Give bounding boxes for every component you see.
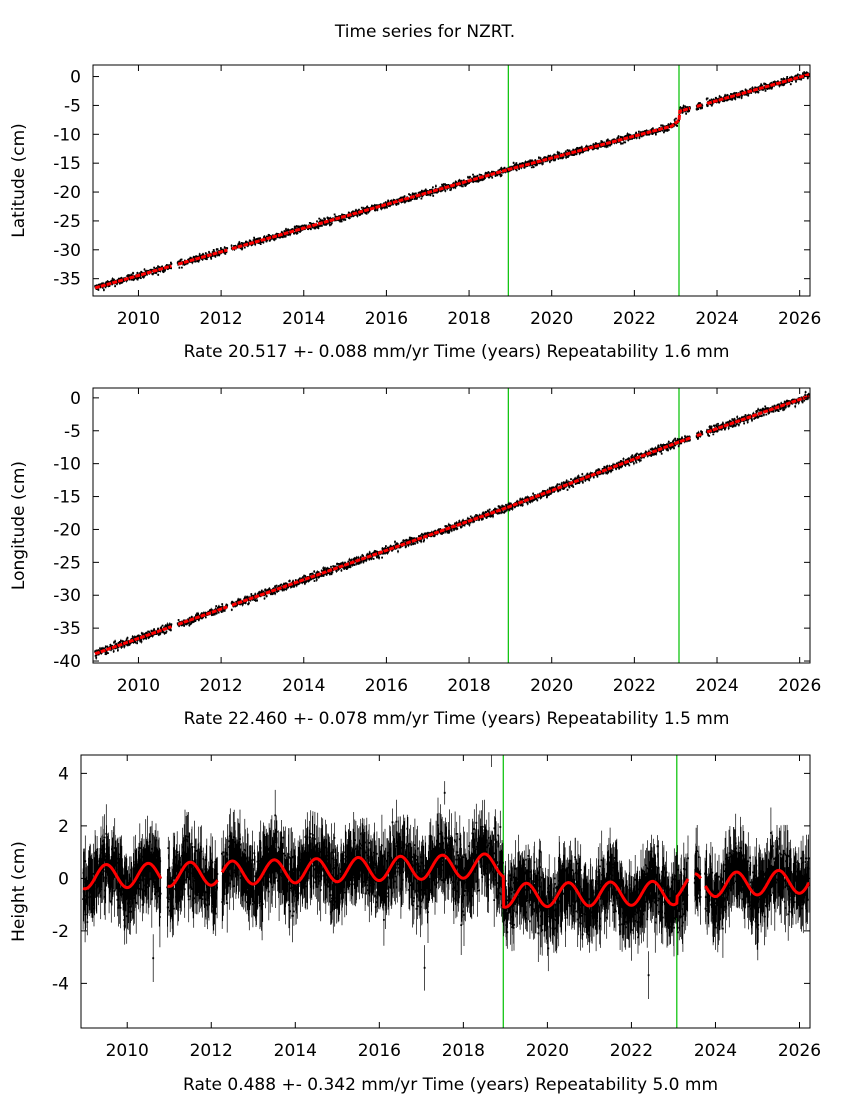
longitude-x-tick-label: 2012: [199, 676, 242, 696]
latitude-x-axis-label: Time (years): [429, 342, 541, 362]
latitude-x-tick-label: 2014: [282, 309, 325, 329]
height-x-tick-label: 2024: [694, 1041, 737, 1061]
longitude-chart: 2010 2012 2014 2016 2018 2020 2022 2024 2026 0 -5 -…: [9, 387, 821, 729]
latitude-chart: 2010 2012 2014 2016 2018 2020 2022 2024 2026 0 -5 -…: [9, 64, 821, 362]
height-x-tick-label: 2016: [358, 1041, 401, 1061]
latitude-rate: Rate 20.517 +- 0.088 mm/yr: [184, 342, 429, 362]
latitude-x-tick-label: 2012: [199, 309, 242, 329]
latitude-model-line: [94, 73, 810, 290]
latitude-x-tick-label: 2010: [117, 309, 160, 329]
latitude-x-tick-label: 2026: [778, 309, 821, 329]
height-x-tick-label: 2012: [190, 1041, 233, 1061]
longitude-y-tick-label: -40: [53, 652, 81, 672]
longitude-x-tick-label: 2018: [447, 676, 490, 696]
latitude-x-tick-label: 2020: [530, 309, 573, 329]
latitude-y-tick-label: -10: [53, 125, 81, 145]
latitude-y-axis-label: Latitude (cm): [9, 123, 29, 238]
longitude-y-axis-label: Longitude (cm): [9, 461, 29, 590]
height-x-axis-label: Time (years): [417, 1075, 529, 1095]
latitude-x-tick-label: 2024: [695, 309, 738, 329]
longitude-caption: Rate 22.460 +- 0.078 mm/yr Time (years) …: [184, 709, 730, 729]
height-y-axis-label: Height (cm): [9, 841, 29, 942]
latitude-x-tick-label: 2018: [447, 309, 490, 329]
longitude-x-axis-label: Time (years): [429, 709, 541, 729]
height-y-tick-label: 2: [58, 817, 69, 837]
height-x-tick-label: 2022: [610, 1041, 653, 1061]
height-caption: Rate 0.488 +- 0.342 mm/yr Time (years) R…: [183, 1075, 718, 1095]
height-y-tick-label: 4: [58, 764, 69, 784]
latitude-y-tick-label: -20: [53, 183, 81, 203]
longitude-observations: [94, 390, 810, 660]
height-y-tick-label: 0: [58, 869, 69, 889]
longitude-x-tick-label: 2014: [282, 676, 325, 696]
latitude-repeatability: Repeatability 1.6 mm: [541, 342, 729, 362]
longitude-y-tick-label: -30: [53, 586, 81, 606]
longitude-y-tick-label: -35: [53, 619, 81, 639]
longitude-y-tick-label: -10: [53, 455, 81, 475]
height-y-tick-label: -4: [52, 974, 69, 994]
page-title: Time series for NZRT.: [334, 22, 516, 42]
height-rate: Rate 0.488 +- 0.342 mm/yr: [183, 1075, 417, 1095]
latitude-plot-frame: [92, 64, 811, 297]
latitude-x-tick-label: 2016: [365, 309, 408, 329]
height-model-line: [82, 852, 810, 909]
latitude-x-tick-label: 2022: [613, 309, 656, 329]
height-x-tick-label: 2026: [778, 1041, 821, 1061]
latitude-y-tick-label: -35: [53, 270, 81, 290]
height-x-tick-label: 2014: [274, 1041, 317, 1061]
height-plot-frame: [80, 754, 811, 1029]
longitude-x-tick-label: 2022: [613, 676, 656, 696]
height-observations: [82, 755, 810, 999]
longitude-y-tick-label: -15: [53, 488, 81, 508]
longitude-repeatability: Repeatability 1.5 mm: [541, 709, 729, 729]
longitude-y-tick-label: -5: [64, 422, 81, 442]
longitude-rate: Rate 22.460 +- 0.078 mm/yr: [184, 709, 429, 729]
longitude-model-line: [94, 395, 810, 656]
longitude-y-tick-label: 0: [70, 389, 81, 409]
longitude-x-tick-label: 2026: [778, 676, 821, 696]
height-chart: 2010 2012 2014 2016 2018 2020 2022 2024 2026 4 2 0 -…: [9, 754, 821, 1095]
latitude-y-tick-label: -30: [53, 241, 81, 261]
latitude-caption: Rate 20.517 +- 0.088 mm/yr Time (years) …: [184, 342, 730, 362]
longitude-x-tick-label: 2020: [530, 676, 573, 696]
height-y-tick-label: -2: [52, 922, 69, 942]
latitude-y-tick-label: 0: [70, 68, 81, 88]
longitude-plot-frame: [92, 387, 811, 664]
longitude-y-tick-label: -20: [53, 520, 81, 540]
height-x-tick-label: 2018: [442, 1041, 485, 1061]
longitude-x-tick-label: 2010: [117, 676, 160, 696]
height-x-tick-label: 2020: [526, 1041, 569, 1061]
height-x-tick-label: 2010: [106, 1041, 149, 1061]
latitude-y-tick-label: -25: [53, 212, 81, 232]
longitude-x-tick-label: 2024: [695, 676, 738, 696]
longitude-x-tick-label: 2016: [365, 676, 408, 696]
latitude-y-tick-label: -5: [64, 96, 81, 116]
height-repeatability: Repeatability 5.0 mm: [530, 1075, 718, 1095]
latitude-y-tick-label: -15: [53, 154, 81, 174]
longitude-y-tick-label: -25: [53, 553, 81, 573]
